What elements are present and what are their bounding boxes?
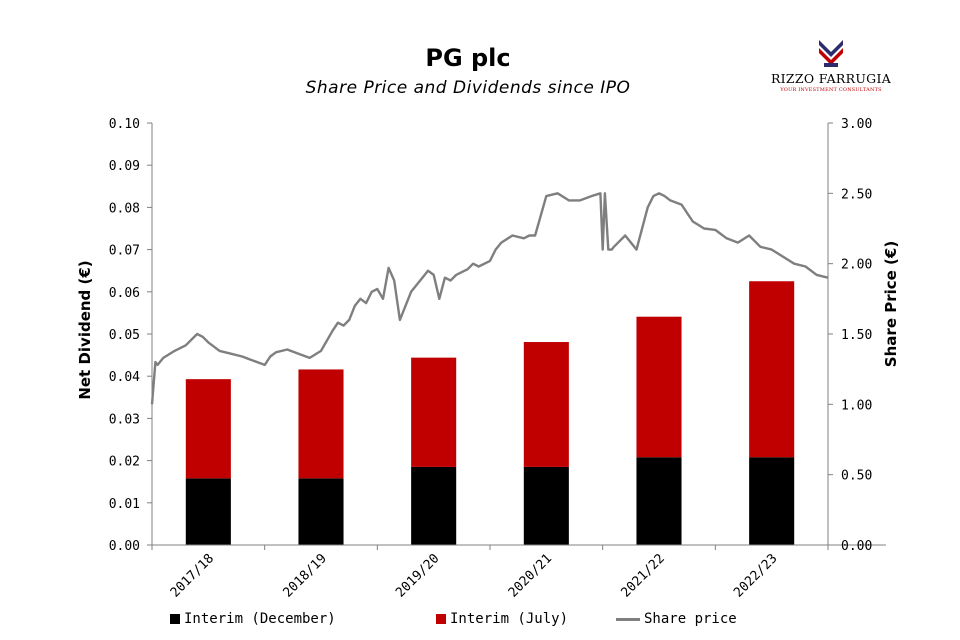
bar-series-group <box>185 281 795 545</box>
bar-december-2019-20 <box>411 466 457 545</box>
right-tick-label: 1.50 <box>841 328 872 343</box>
bar-july-2018-19 <box>298 369 344 479</box>
x-tick-label-2021-22: 2021/22 <box>618 551 667 600</box>
right-tick-label: 2.50 <box>841 187 872 202</box>
legend-label-july: Interim (July) <box>450 611 569 627</box>
bar-july-2019-20 <box>411 357 457 467</box>
right-tick-label: 3.00 <box>841 117 872 132</box>
right-tick-label: 2.00 <box>841 258 872 273</box>
right-tick-label: 0.50 <box>841 469 872 484</box>
legend-item-share-price: Share price <box>616 611 737 627</box>
bar-december-2022-23 <box>749 457 795 545</box>
left-tick-label: 0.09 <box>109 159 140 174</box>
logo-chevron-icon <box>819 40 843 67</box>
company-logo: RIZZO FARRUGIA YOUR INVESTMENT CONSULTAN… <box>768 36 894 102</box>
right-axis-title: Share Price (€) <box>882 241 900 367</box>
chart-subtitle: Share Price and Dividends since IPO <box>305 78 631 98</box>
legend-swatch-december <box>170 614 180 624</box>
bar-december-2018-19 <box>298 478 344 545</box>
bar-july-2022-23 <box>749 281 795 458</box>
legend-swatch-share-price <box>616 617 640 621</box>
left-tick-label: 0.03 <box>109 412 140 427</box>
logo-name: RIZZO FARRUGIA <box>770 71 892 86</box>
left-tick-label: 0.02 <box>109 455 140 470</box>
left-tick-label: 0.04 <box>109 370 140 385</box>
right-tick-label: 1.00 <box>841 398 872 413</box>
left-tick-label: 0.05 <box>109 328 140 343</box>
bar-july-2020-21 <box>523 342 569 467</box>
logo-tagline: YOUR INVESTMENT CONSULTANTS <box>780 87 882 93</box>
left-axis-title: Net Dividend (€) <box>76 260 94 399</box>
bar-december-2017-18 <box>185 478 231 545</box>
x-tick-label-2017-18: 2017/18 <box>168 551 217 600</box>
legend-label-share-price: Share price <box>644 611 737 627</box>
bar-december-2021-22 <box>636 457 682 545</box>
bar-july-2017-18 <box>185 379 231 479</box>
legend-item-december: Interim (December) <box>170 611 336 627</box>
x-tick-label-2022-23: 2022/23 <box>731 551 780 600</box>
legend-label-december: Interim (December) <box>184 611 336 627</box>
bar-december-2020-21 <box>523 466 569 545</box>
legend-item-july: Interim (July) <box>436 611 568 627</box>
left-tick-label: 0.07 <box>109 244 140 259</box>
right-tick-label: 0.00 <box>841 539 872 554</box>
legend-swatch-july <box>436 614 446 624</box>
chart-title: PG plc <box>425 44 511 72</box>
x-tick-label-2020-21: 2020/21 <box>506 551 555 600</box>
left-tick-label: 0.06 <box>109 286 140 301</box>
left-tick-label: 0.00 <box>109 539 140 554</box>
x-tick-label-2018-19: 2018/19 <box>280 551 329 600</box>
left-tick-label: 0.10 <box>109 117 140 132</box>
x-tick-label-2019-20: 2019/20 <box>393 551 442 600</box>
left-tick-label: 0.01 <box>109 497 140 512</box>
share-price-line <box>150 192 829 405</box>
bar-july-2021-22 <box>636 316 682 458</box>
left-tick-label: 0.08 <box>109 201 140 216</box>
